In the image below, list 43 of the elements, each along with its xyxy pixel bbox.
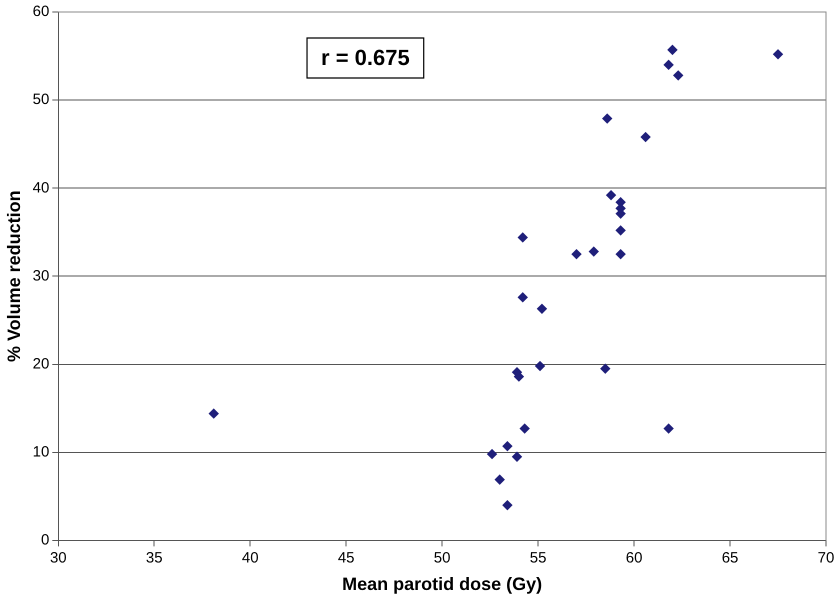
point [616,249,626,260]
y-tick-label: 0 [40,532,50,549]
x-tick-label: 55 [530,550,546,567]
point [535,361,546,372]
point [502,500,512,510]
point [640,132,651,142]
point [602,114,612,124]
point [667,44,678,55]
x-tick-label: 70 [818,550,834,567]
point [512,452,522,462]
point [487,449,498,460]
y-tick-label: 30 [32,267,50,284]
point [518,292,528,302]
y-tick-label: 20 [32,355,50,372]
x-tick-label: 65 [722,550,738,567]
y-axis-title: % Volume reduction [4,190,24,362]
point [664,60,674,70]
point [773,49,784,60]
point [571,249,582,260]
x-tick-label: 30 [50,550,67,567]
x-tick-label: 45 [338,550,355,567]
x-tick-label: 50 [434,550,450,567]
point [616,225,626,236]
point [494,474,505,485]
y-tick-label: 10 [32,443,50,460]
point [606,190,616,200]
point [520,424,530,434]
annotation: r = 0.675 [321,45,410,70]
y-tick-label: 60 [32,3,50,20]
x-tick-label: 40 [242,550,259,567]
x-axis-title: Mean parotid dose (Gy) [342,574,542,594]
x-tick-label: 60 [626,550,642,567]
point [664,424,674,434]
point [208,408,219,419]
point [536,304,547,314]
point [600,364,610,374]
point [518,232,528,242]
point [673,70,684,80]
point [588,246,599,257]
x-tick-label: 35 [146,550,163,567]
y-tick-label: 50 [32,91,50,108]
point [502,441,512,452]
y-tick-label: 40 [32,179,50,196]
